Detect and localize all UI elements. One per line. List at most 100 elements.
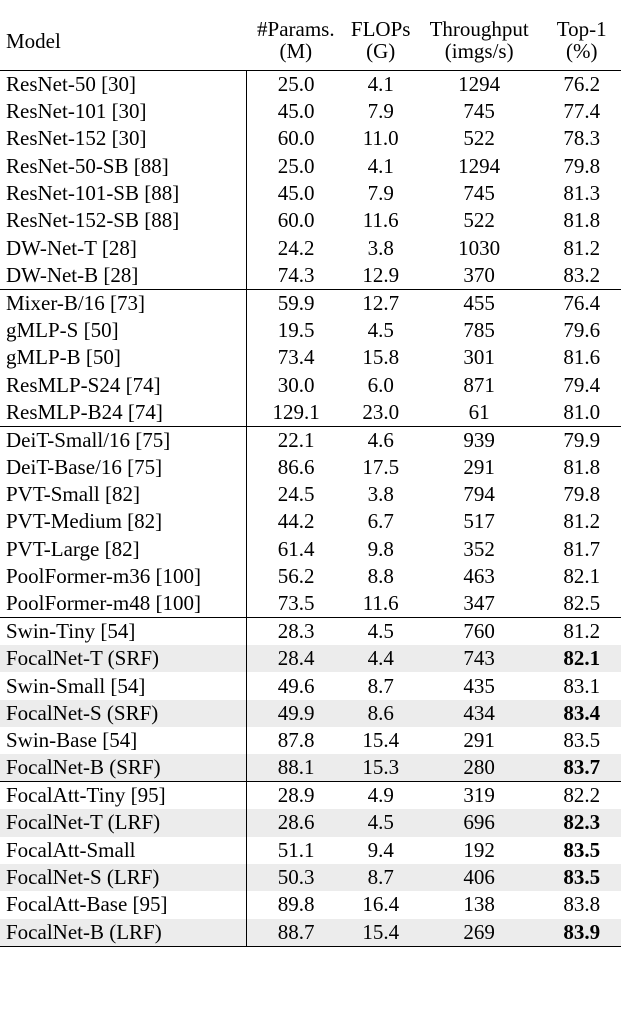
- table-header: Model #Params. FLOPs Throughput Top-1 (M…: [0, 0, 621, 71]
- cell-throughput: 517: [463, 509, 495, 534]
- cell-model: FocalAtt-Tiny [95]: [0, 781, 247, 810]
- cell-throughput: 522: [463, 208, 495, 233]
- cell-top1: 82.1: [542, 645, 621, 673]
- cell-model: PoolFormer-m48 [100]: [0, 590, 247, 618]
- cell-throughput: 370: [463, 262, 495, 287]
- cell-model: PVT-Large [82]: [0, 535, 247, 563]
- best-value: 82.1: [563, 646, 601, 671]
- table-row: FocalNet-S (SRF) 49.9 8.6 434 83.4: [0, 699, 621, 728]
- table-row: ResNet-101-SB [88] 45.0 7.9 745 81.3: [0, 179, 621, 208]
- cell-model: PVT-Small [82]: [0, 480, 247, 509]
- cell-throughput: 794: [463, 482, 495, 507]
- cell-model: DW-Net-T [28]: [0, 234, 247, 262]
- table-row: Swin-Small [54] 49.6 8.7 435 83.1: [0, 672, 621, 700]
- cell-top1: 83.1: [563, 673, 601, 698]
- cell-top1: 81.6: [563, 345, 601, 370]
- cell-flops: 4.9: [345, 781, 416, 810]
- cell-top1: 82.3: [542, 809, 621, 837]
- table-group: ResNet-50 [30] 25.0 4.1 1294 76.2 ResNet-101 …: [0, 70, 621, 290]
- cell-params: 49.9: [246, 699, 346, 728]
- cell-params: 61.4: [277, 536, 315, 561]
- cell-throughput: 1294: [458, 153, 501, 178]
- cell-flops: 15.8: [362, 345, 400, 370]
- cell-throughput: 745: [463, 181, 495, 206]
- cell-throughput: 435: [463, 673, 495, 698]
- cell-model: DeiT-Base/16 [75]: [0, 453, 247, 481]
- cell-flops: 3.8: [367, 482, 394, 507]
- cell-throughput: 463: [463, 564, 495, 588]
- cell-flops: 8.6: [345, 699, 416, 728]
- cell-params: 28.9: [246, 781, 346, 810]
- cell-top1: 81.8: [563, 454, 601, 479]
- cell-throughput: 301: [463, 345, 495, 370]
- cell-top1: 82.1: [563, 564, 601, 588]
- cell-flops: 12.9: [362, 262, 400, 287]
- cell-top1: 81.0: [563, 399, 601, 424]
- cell-throughput: 352: [463, 536, 495, 561]
- table-row: ResNet-152 [30] 60.0 11.0 522 78.3: [0, 125, 621, 153]
- cell-params: 74.3: [277, 262, 315, 287]
- cell-flops: 6.0: [367, 372, 394, 397]
- table-row: ResNet-152-SB [88] 60.0 11.6 522 81.8: [0, 207, 621, 235]
- cell-model: PVT-Medium [82]: [0, 508, 247, 536]
- cell-model: ResNet-152-SB [88]: [0, 207, 247, 235]
- cell-throughput: 785: [463, 317, 495, 342]
- table-group: Swin-Tiny [54] 28.3 4.5 760 81.2 FocalNet-T (…: [0, 617, 621, 782]
- cell-params: 49.6: [277, 673, 315, 698]
- cell-top1: 83.2: [563, 262, 601, 287]
- cell-params: 45.0: [277, 99, 315, 124]
- cell-throughput: 939: [415, 425, 543, 454]
- cell-throughput: 1294: [458, 72, 501, 96]
- cell-params: 88.1: [246, 754, 346, 782]
- table-row: ResMLP-S24 [74] 30.0 6.0 871 79.4: [0, 371, 621, 399]
- cell-model: ResMLP-S24 [74]: [0, 371, 247, 399]
- cell-throughput: 138: [463, 892, 495, 917]
- cell-top1: 83.5: [542, 863, 621, 892]
- cell-flops: 4.1: [367, 72, 394, 96]
- cell-top1: 81.8: [563, 208, 601, 233]
- cell-model: Swin-Tiny [54]: [0, 617, 247, 646]
- cell-model: ResMLP-B24 [74]: [0, 398, 247, 427]
- cell-flops: 4.5: [345, 809, 416, 837]
- table-row: FocalAtt-Small 51.1 9.4 192 83.5: [0, 836, 621, 864]
- table-group: FocalAtt-Tiny [95] 28.9 4.9 319 82.2 FocalNet…: [0, 781, 621, 947]
- table-row: ResMLP-B24 [74] 129.1 23.0 61 81.0: [0, 398, 621, 427]
- best-value: 82.3: [563, 810, 601, 835]
- table-row: gMLP-B [50] 73.4 15.8 301 81.6: [0, 344, 621, 372]
- cell-top1: 82.2: [542, 781, 621, 810]
- cell-params: 129.1: [272, 399, 320, 424]
- cell-top1: 77.4: [563, 99, 601, 124]
- cell-flops: 7.9: [367, 99, 394, 124]
- cell-flops: 11.6: [362, 591, 399, 616]
- cell-model: gMLP-S [50]: [0, 316, 247, 345]
- cell-throughput: 434: [415, 699, 543, 728]
- header-model: Model: [6, 28, 61, 53]
- header-params-unit: (M): [279, 39, 313, 63]
- cell-params: 24.2: [277, 235, 315, 260]
- table-row: FocalNet-S (LRF) 50.3 8.7 406 83.5: [0, 863, 621, 892]
- cell-throughput: 1030: [458, 235, 501, 260]
- cell-params: 22.1: [246, 425, 346, 454]
- cell-top1: 81.2: [563, 235, 601, 260]
- cell-params: 25.0: [277, 72, 315, 96]
- table-row: FocalAtt-Tiny [95] 28.9 4.9 319 82.2: [0, 781, 621, 810]
- cell-params: 87.8: [277, 728, 315, 753]
- cell-throughput: 61: [468, 399, 490, 424]
- cell-top1: 79.4: [563, 372, 601, 397]
- cell-top1: 78.3: [563, 126, 601, 151]
- cell-top1: 83.7: [542, 754, 621, 782]
- comparison-table: Model #Params. FLOPs Throughput Top-1 (M…: [0, 0, 621, 947]
- cell-params: 24.5: [277, 482, 315, 507]
- cell-flops: 6.7: [367, 509, 394, 534]
- cell-flops: 15.3: [345, 754, 416, 782]
- cell-top1: 83.9: [542, 918, 621, 947]
- cell-model: FocalAtt-Small: [0, 836, 247, 864]
- cell-top1: 81.2: [563, 509, 601, 534]
- cell-top1: 79.8: [563, 153, 601, 178]
- table-row: FocalNet-B (LRF) 88.7 15.4 269 83.9: [0, 918, 621, 947]
- cell-params: 89.8: [277, 892, 315, 917]
- cell-model: FocalNet-T (SRF): [0, 645, 247, 673]
- table-row: FocalNet-B (SRF) 88.1 15.3 280 83.7: [0, 754, 621, 782]
- cell-params: 73.4: [277, 345, 315, 370]
- cell-flops: 11.0: [362, 126, 399, 151]
